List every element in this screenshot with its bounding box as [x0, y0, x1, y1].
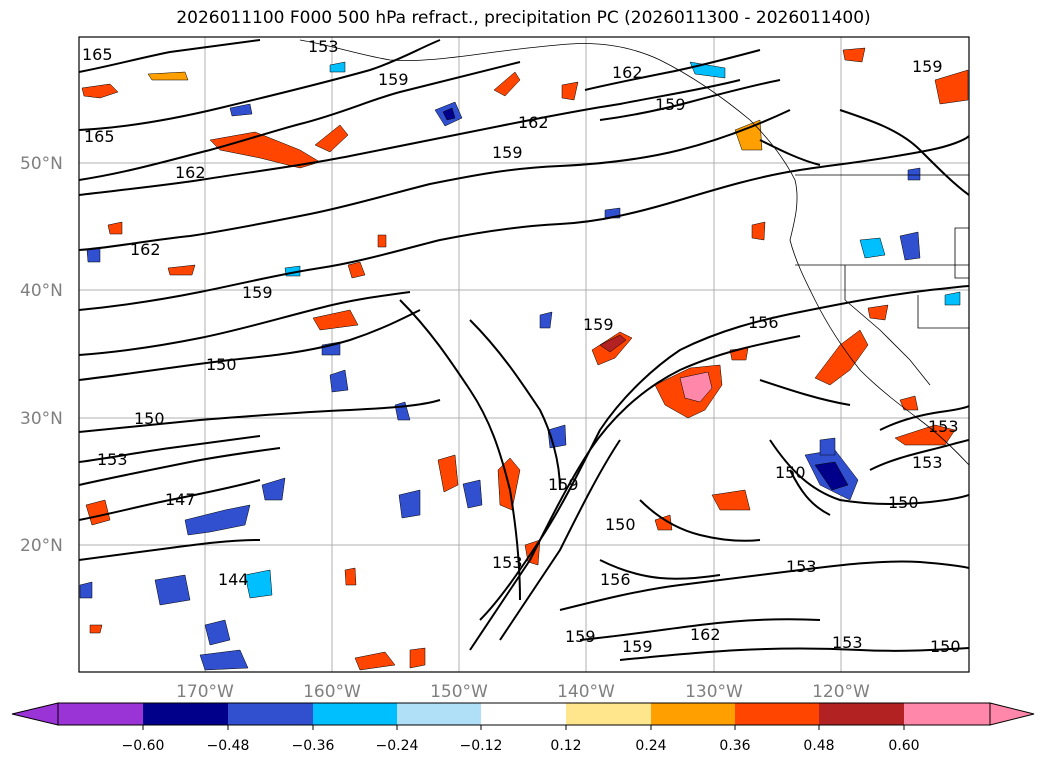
lat-label: 50°N [20, 154, 63, 174]
contour-label: 144 [218, 570, 249, 589]
lat-labels: 50°N 40°N 30°N 20°N [20, 154, 63, 556]
contour-label: 153 [492, 553, 523, 572]
contour-label: 156 [600, 570, 631, 589]
precip-positive [81, 47, 969, 671]
colorbar-tick-label: −0.24 [376, 738, 419, 754]
contour-label: 162 [518, 113, 549, 132]
map-frame [78, 36, 970, 673]
lon-label: 160°W [303, 682, 361, 702]
colorbar-segment [566, 703, 651, 725]
colorbar-tick-label: 0.48 [803, 738, 834, 754]
contour-label: 150 [888, 493, 919, 512]
refractivity-contours [79, 39, 969, 661]
colorbar-segment [651, 703, 735, 725]
colorbar: −0.60 −0.48 −0.36 −0.24 −0.12 0.12 0.24 … [11, 702, 1035, 754]
colorbar-tick-label: −0.12 [460, 738, 503, 754]
contour-labels: 165 153 159 162 159 162 159 165 162 159 … [82, 37, 961, 656]
colorbar-tick-label: 0.60 [888, 738, 919, 754]
colorbar-extend-low [11, 702, 59, 726]
contour-label: 150 [134, 409, 165, 428]
colorbar-segment [313, 703, 397, 725]
contour-label: 162 [612, 63, 643, 82]
contour-label: 165 [84, 127, 115, 146]
contour-label: 159 [548, 475, 579, 494]
precip-negative [79, 61, 961, 671]
colorbar-segment [397, 703, 481, 725]
contour-label: 153 [786, 557, 817, 576]
contour-label: 150 [775, 463, 806, 482]
contour-label: 153 [912, 453, 943, 472]
contour-label: 156 [748, 313, 779, 332]
map-content: 165 153 159 162 159 162 159 165 162 159 … [79, 37, 969, 672]
contour-label: 165 [82, 45, 113, 64]
contour-label: 153 [308, 37, 339, 56]
lat-label: 30°N [20, 409, 63, 429]
colorbar-extend-high [989, 702, 1035, 726]
colorbar-segment [819, 703, 904, 725]
contour-label: 162 [690, 625, 721, 644]
colorbar-tick-label: −0.36 [292, 738, 335, 754]
contour-label: 153 [97, 450, 128, 469]
contour-label: 162 [175, 163, 206, 182]
colorbar-segment [228, 703, 313, 725]
contour-label: 159 [912, 57, 943, 76]
map-title: 2026011100 F000 500 hPa refract., precip… [176, 8, 871, 28]
contour-label: 159 [583, 315, 614, 334]
colorbar-segment [481, 703, 566, 725]
coastlines [299, 39, 969, 466]
colorbar-segment [735, 703, 819, 725]
lon-label: 120°W [812, 682, 870, 702]
contour-label: 147 [165, 490, 196, 509]
contour-label: 150 [605, 515, 636, 534]
contour-label: 159 [622, 637, 653, 656]
colorbar-segment [904, 703, 990, 725]
contour-label: 159 [655, 95, 686, 114]
colorbar-segment [58, 703, 143, 725]
lon-label: 140°W [557, 682, 615, 702]
contour-label: 162 [130, 240, 161, 259]
lat-label: 40°N [20, 281, 63, 301]
lon-label: 130°W [685, 682, 743, 702]
lon-label: 170°W [176, 682, 234, 702]
lon-labels: 170°W 160°W 150°W 140°W 130°W 120°W [176, 682, 870, 702]
colorbar-tick-label: −0.48 [207, 738, 250, 754]
colorbar-tick-label: 0.24 [635, 738, 666, 754]
colorbar-frame [57, 702, 991, 726]
colorbar-segment [143, 703, 228, 725]
colorbar-tick-label: 0.36 [719, 738, 750, 754]
contour-label: 159 [242, 283, 273, 302]
contour-label: 159 [565, 627, 596, 646]
contour-label: 153 [832, 633, 863, 652]
contour-label: 150 [206, 355, 237, 374]
contour-label: 153 [928, 417, 959, 436]
colorbar-tick-label: −0.60 [122, 738, 165, 754]
colorbar-tick-label: 0.12 [550, 738, 581, 754]
contour-label: 159 [378, 70, 409, 89]
colorbar-ticks [142, 725, 905, 730]
contour-label: 150 [930, 637, 961, 656]
lat-label: 20°N [20, 536, 63, 556]
contour-label: 159 [492, 143, 523, 162]
lon-label: 150°W [430, 682, 488, 702]
